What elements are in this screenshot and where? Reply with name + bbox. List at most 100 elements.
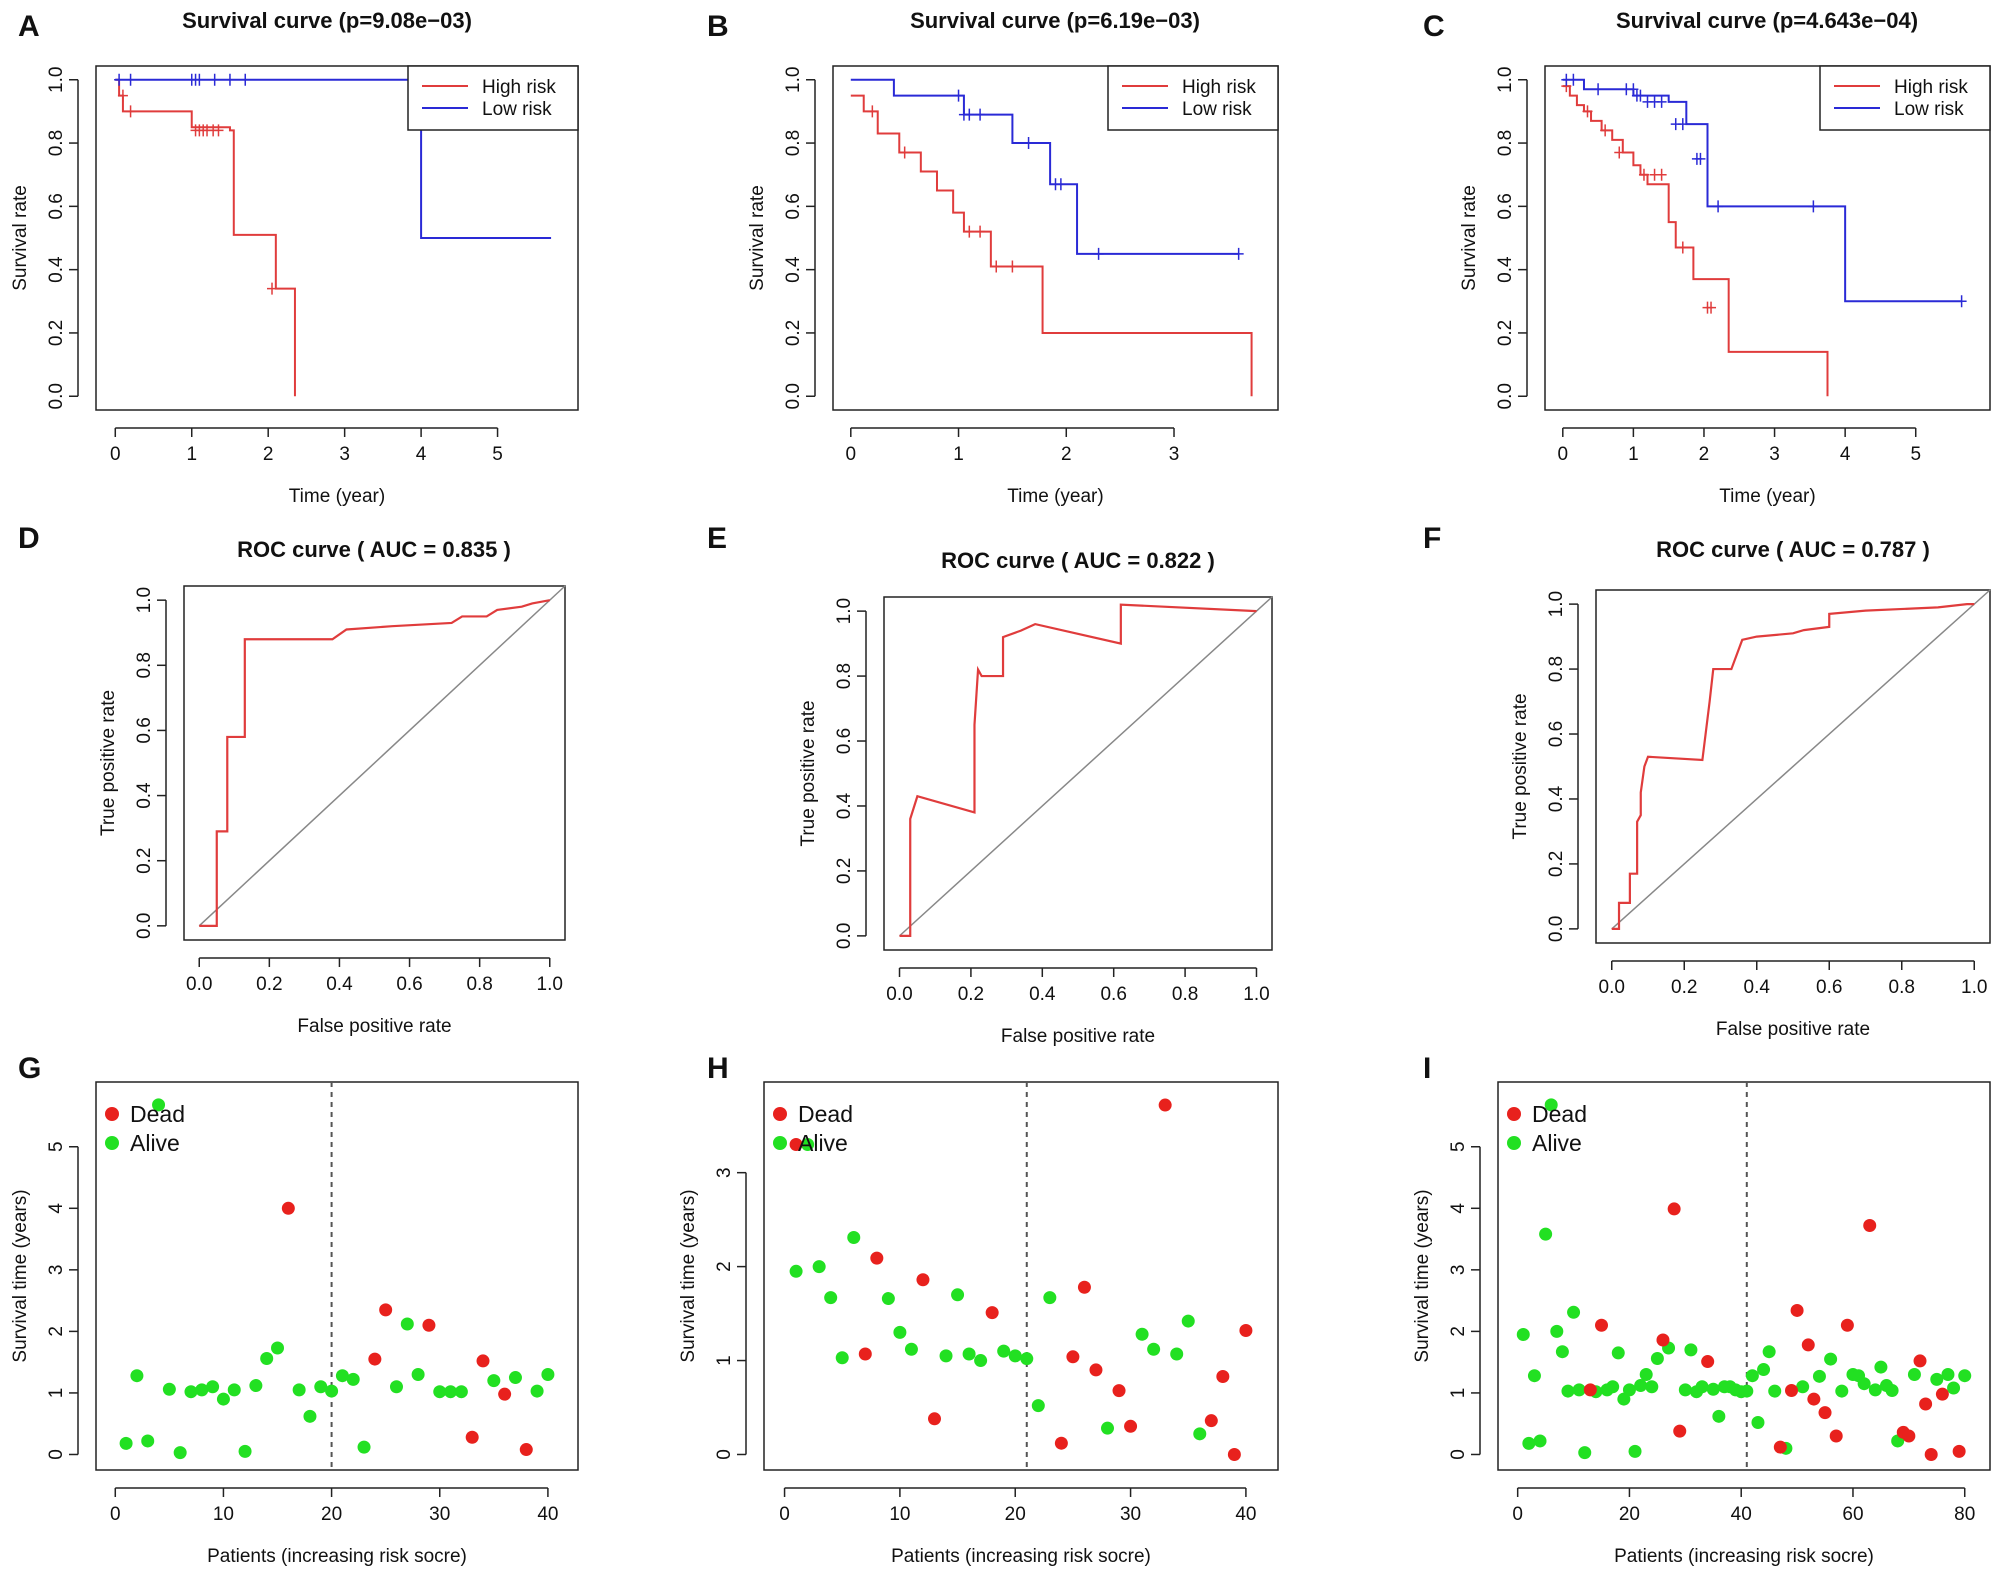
legend-label: Alive (798, 1130, 848, 1156)
alive-point (227, 1383, 241, 1397)
censor-mark (224, 73, 235, 86)
dead-point (1112, 1384, 1126, 1398)
alive-point (1606, 1380, 1620, 1394)
alive-point (1611, 1346, 1625, 1360)
dead-point (1124, 1419, 1138, 1433)
diagonal-line (899, 596, 1273, 937)
alive-point (1193, 1427, 1207, 1441)
y-tick-label: 0.2 (783, 320, 804, 346)
panel-label: G (18, 1052, 41, 1085)
y-axis: 0.0 0.2 0.4 0.6 0.8 1.0 (834, 598, 867, 949)
panel-label: E (707, 522, 727, 555)
alive-point (346, 1372, 360, 1386)
x-tick-label: 0.2 (256, 974, 282, 995)
censor-mark (991, 260, 1002, 273)
dead-point (1818, 1406, 1832, 1420)
y-axis: 0 1 2 3 4 5 (46, 1141, 79, 1460)
y-tick-label: 0.0 (1546, 916, 1567, 942)
x-tick-label: 3 (339, 444, 350, 465)
legend-box (1819, 65, 1991, 131)
alive-point (1544, 1098, 1558, 1112)
alive-point (1745, 1369, 1759, 1383)
alive-point (1533, 1434, 1547, 1448)
alive-point (881, 1292, 895, 1306)
alive-point (173, 1446, 187, 1460)
y-axis-label: True positive rate (798, 700, 819, 846)
dead-point (1924, 1447, 1938, 1461)
x-tick-label: 10 (889, 1504, 910, 1525)
y-tick-label: 0.6 (1546, 721, 1567, 747)
x-tick-label: 0.8 (1172, 984, 1198, 1005)
alive-point (357, 1440, 371, 1454)
legend: Dead Alive (105, 1101, 185, 1156)
alive-point (1170, 1347, 1184, 1361)
alive-point (1555, 1345, 1569, 1359)
alive-point (487, 1374, 501, 1388)
legend-label: Low risk (482, 99, 552, 120)
censor-mark (1614, 146, 1625, 159)
chart-title: ROC curve ( AUC = 0.835 ) (237, 537, 511, 562)
censor-mark (1677, 118, 1688, 131)
y-tick-label: 2 (714, 1261, 735, 1272)
x-tick-label: 0 (110, 444, 121, 465)
dead-point (1239, 1323, 1253, 1337)
plot-frame (183, 585, 566, 941)
alive-point (389, 1380, 403, 1394)
dead-point (1784, 1383, 1798, 1397)
censor-mark (964, 108, 975, 121)
alive-point (1628, 1444, 1642, 1458)
y-tick-label: 0.4 (1495, 256, 1516, 283)
y-tick-label: 0.0 (1495, 383, 1516, 409)
y-tick-label: 0 (714, 1449, 735, 1460)
censor-mark (125, 105, 136, 118)
alive-point (444, 1385, 458, 1399)
y-tick-label: 1.0 (1495, 67, 1516, 93)
censor-mark (1600, 124, 1611, 137)
panel-d: D ROC curve ( AUC = 0.835 )0.0 0.2 0.4 0.6 0.… (18, 522, 566, 1037)
alive-point (1572, 1383, 1586, 1397)
alive-point (1958, 1369, 1972, 1383)
censor-mark (1582, 105, 1593, 118)
dead-point (498, 1387, 512, 1401)
dead-point (519, 1443, 533, 1457)
dead-point (1158, 1098, 1172, 1112)
censor-mark (213, 124, 224, 137)
x-axis: 0 1 2 3 4 5 (1558, 427, 1921, 465)
dead-point (1595, 1318, 1609, 1332)
alive-point (152, 1098, 166, 1112)
alive-point (292, 1383, 306, 1397)
legend-label: Alive (1532, 1130, 1582, 1156)
legend-label: High risk (1894, 77, 1968, 98)
alive-point (162, 1382, 176, 1396)
curve-low-risk (115, 78, 552, 239)
alive-point (1135, 1327, 1149, 1341)
alive-point (400, 1317, 414, 1331)
y-tick-label: 1 (1448, 1388, 1469, 1399)
x-axis-label: Patients (increasing risk socre) (207, 1546, 467, 1567)
dead-point (789, 1137, 803, 1151)
plot-frame (1544, 65, 1991, 411)
legend-label: High risk (482, 77, 556, 98)
x-tick-label: 4 (416, 444, 427, 465)
dead-point (1807, 1392, 1821, 1406)
alive-point (508, 1371, 522, 1385)
x-tick-label: 0.4 (1744, 977, 1771, 998)
alive-point (789, 1264, 803, 1278)
dead-point (465, 1430, 479, 1444)
legend: Dead Alive (773, 1101, 853, 1156)
alive-point (1757, 1363, 1771, 1377)
alive-point (801, 1137, 815, 1151)
x-tick-label: 80 (1954, 1504, 1975, 1525)
x-tick-label: 1 (1628, 444, 1639, 465)
y-tick-label: 0.2 (1495, 320, 1516, 346)
alive-point (1678, 1383, 1692, 1397)
x-tick-label: 0.4 (1029, 984, 1056, 1005)
dead-point (916, 1273, 930, 1287)
dead-point (1054, 1436, 1068, 1450)
alive-point (530, 1384, 544, 1398)
y-tick-label: 0.0 (783, 383, 804, 409)
y-tick-label: 0.8 (46, 130, 67, 156)
x-tick-label: 0 (1558, 444, 1569, 465)
